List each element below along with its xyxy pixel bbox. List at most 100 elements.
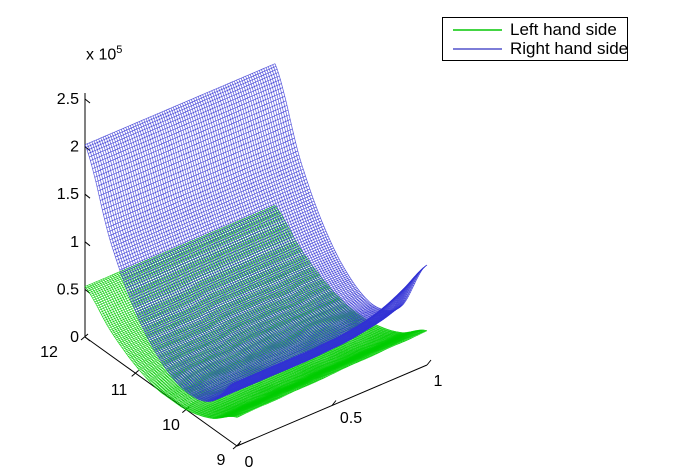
surface-left-hand-side-yline <box>206 331 397 418</box>
y-axis-line <box>84 336 238 447</box>
surface-right-hand-side-yline <box>107 150 298 233</box>
surface-right-hand-side-yline <box>199 310 391 401</box>
surface-right-hand-side-yline <box>129 215 320 297</box>
surface-right-hand-side-yline <box>91 83 282 165</box>
legend-label: Left hand side <box>510 19 617 39</box>
surface-right-hand-side-yline <box>187 307 379 394</box>
surface-right-hand-side-yline <box>135 230 327 313</box>
surface-left-hand-side-yline <box>101 232 292 315</box>
surface-right-hand-side-yline <box>151 262 342 345</box>
legend[interactable]: Left hand side Right hand side <box>442 17 628 61</box>
surface-right-hand-side-yline <box>192 309 383 397</box>
surface-right-hand-side-yline <box>133 225 325 308</box>
z-axis-tick <box>84 241 91 247</box>
z-exponent-base: x 10 <box>86 46 117 64</box>
surface-left-hand-side-yline <box>109 247 301 331</box>
z-axis-tick <box>84 193 91 199</box>
surface-right-hand-side-yline <box>130 217 321 300</box>
surface-right-hand-side-yline <box>132 223 323 305</box>
surface-left-hand-side-yline <box>195 328 386 415</box>
surface-right-hand-side-yline <box>138 235 329 318</box>
surface-left-hand-side-yline <box>210 332 402 419</box>
surface-right-hand-side-yline <box>95 100 287 183</box>
surface-right-hand-side-yline <box>186 306 378 393</box>
z-axis-exponent-label: x 105 <box>86 44 122 64</box>
surface-right-hand-side-yline <box>115 175 306 258</box>
y-tick-label: 12 <box>40 344 58 361</box>
surface-right-hand-side-yline <box>104 137 295 220</box>
legend-item-left-hand-side: Left hand side <box>443 20 627 39</box>
surface-right-hand-side-yline <box>134 228 326 311</box>
surface-right-hand-side-yline <box>96 105 288 187</box>
z-tick-label: 1 <box>70 234 79 251</box>
surface-left-hand-side-yline <box>151 299 342 384</box>
surface-right-hand-side-yline <box>143 247 334 330</box>
surface-left-hand-side-yline <box>207 331 398 418</box>
surface-right-hand-side-yline <box>106 146 297 229</box>
y-axis-tick <box>80 333 89 341</box>
surface-left-hand-side-yline <box>203 330 394 417</box>
surface-right-hand-side-yline <box>184 305 376 391</box>
surface-right-hand-side-yline <box>108 154 300 237</box>
surface-right-hand-side-yline <box>117 182 308 264</box>
surface-right-hand-side-yline <box>170 292 361 376</box>
surface-right-hand-side-yline <box>126 206 317 289</box>
legend-line-sample-blue <box>453 47 502 50</box>
surface-right-hand-side-yline <box>190 308 381 395</box>
surface-right-hand-side-yline <box>205 309 396 402</box>
surface-right-hand-side-yline <box>97 109 289 192</box>
surface-left-hand-side-yline <box>204 330 395 418</box>
legend-item-right-hand-side: Right hand side <box>443 39 628 58</box>
surface-left-hand-side-yline <box>193 327 384 414</box>
surface-right-hand-side-yline <box>152 264 343 347</box>
z-tick-label: 0 <box>70 329 79 346</box>
surface-right-hand-side-yline <box>167 288 358 372</box>
surface-right-hand-side-yline <box>148 258 340 341</box>
surface-right-hand-side-yline <box>182 304 373 389</box>
surface-left-hand-side-yline <box>236 330 428 418</box>
x-tick-label: 1 <box>434 373 443 390</box>
y-tick-label: 11 <box>111 382 128 399</box>
surface-left-hand-side-yline <box>192 327 383 413</box>
surface-right-hand-side-xline <box>240 78 394 331</box>
surface-right-hand-side-yline <box>157 273 348 357</box>
surface-left-hand-side-yline <box>129 274 320 359</box>
surface-left-hand-side-yline <box>92 216 283 299</box>
surface-right-hand-side-yline <box>156 271 347 355</box>
surface-right-hand-side-yline <box>90 79 281 161</box>
surface-left-hand-side-yline <box>116 257 307 341</box>
surface-left-hand-side-yline <box>196 328 387 415</box>
surface-right-hand-side-yline <box>203 309 394 402</box>
surface-left-hand-side-yline <box>90 212 281 295</box>
surface-right-hand-side-yline <box>201 310 392 401</box>
surface-left-hand-side-yline <box>97 226 289 309</box>
surface-right-hand-side-yline <box>164 283 355 367</box>
surface-left-hand-side-yline <box>102 234 293 317</box>
z-exponent-sup: 5 <box>116 44 123 56</box>
surface-right-hand-side-yline <box>103 133 294 215</box>
surface-right-hand-side-yline <box>183 304 374 390</box>
surface-right-hand-side-yline <box>123 200 315 283</box>
surface-right-hand-side-yline <box>142 245 333 328</box>
surface-right-hand-side-yline <box>146 254 338 337</box>
surface-right-hand-side-yline <box>174 297 366 381</box>
surface-left-hand-side-yline <box>234 329 425 418</box>
surface-right-hand-side-yline <box>85 65 277 148</box>
surface-right-hand-side-yline <box>172 294 364 379</box>
surface-right-hand-side-yline <box>144 249 335 332</box>
surface-right-hand-side-yline <box>145 252 336 335</box>
surface-right-hand-side-yline <box>140 240 331 323</box>
surface-right-hand-side-yline <box>122 197 314 280</box>
surface-right-hand-side-yline <box>158 275 349 358</box>
surface-right-hand-side-yline <box>160 278 352 362</box>
surface-right-hand-side-yline <box>153 266 344 349</box>
surface-right-hand-side-yline <box>100 119 291 201</box>
surface-right-hand-side-yline <box>102 128 293 211</box>
surface-left-hand-side-yline <box>215 332 406 419</box>
surface-right-hand-side-yline <box>191 308 382 396</box>
legend-line-sample-green <box>453 28 502 31</box>
surface-right-hand-side-yline <box>121 194 313 277</box>
surface-left-hand-side-yline <box>208 331 399 419</box>
surface-left-hand-side-yline <box>120 263 311 347</box>
